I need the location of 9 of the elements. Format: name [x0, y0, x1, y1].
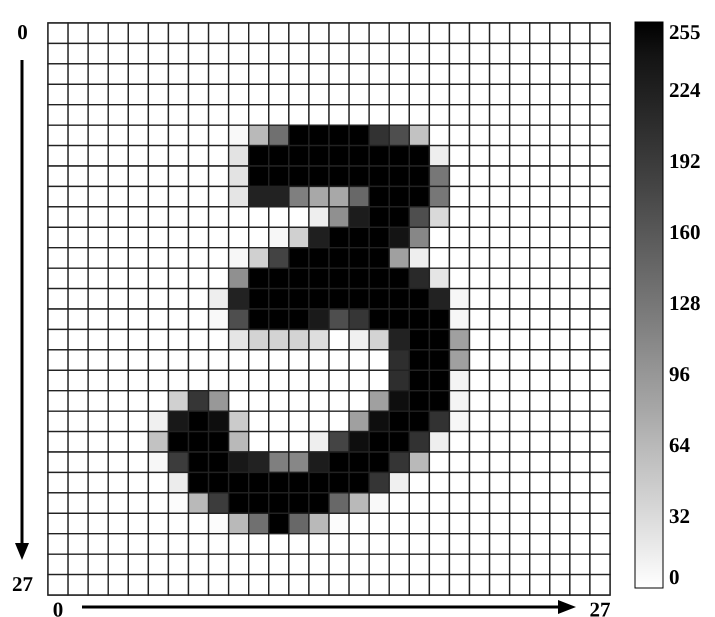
color-bar-label: 224 — [669, 78, 701, 102]
color-bar-label: 64 — [669, 432, 690, 457]
color-bar-label: 96 — [669, 362, 690, 386]
color-bar-label: 128 — [669, 290, 700, 315]
color-bar-label: 32 — [669, 504, 690, 528]
color-bar-label: 0 — [669, 565, 680, 589]
color-bar-label: 192 — [669, 148, 700, 173]
color-bar-label: 160 — [669, 220, 700, 244]
color-bar-label: 255 — [669, 20, 700, 44]
